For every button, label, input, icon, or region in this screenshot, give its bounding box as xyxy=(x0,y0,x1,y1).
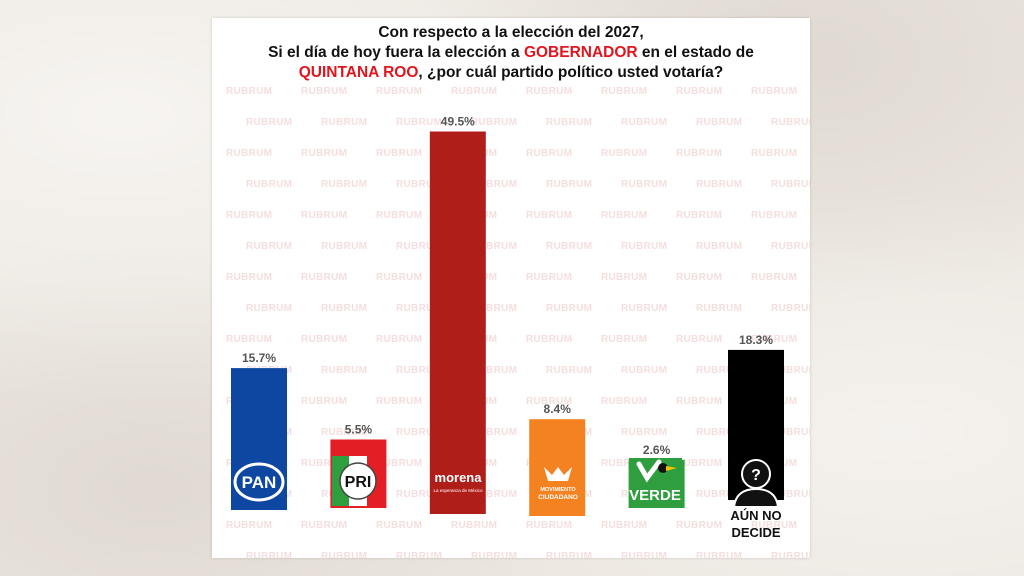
morena-tagline: La esperanza de México xyxy=(433,488,483,493)
eagle-icon xyxy=(544,467,572,481)
question-mark-icon: ? xyxy=(751,467,761,484)
value-label-verde: 2.6% xyxy=(643,443,671,457)
bar-chart: 15.7% 5.5% 49.5% 8.4% 2.6% 18.3% PAN PRI more… xyxy=(231,115,784,540)
value-label-pan: 15.7% xyxy=(242,351,276,365)
morena-logo: morena La esperanza de México xyxy=(433,470,483,493)
mc-logo-line-1: MOVIMIENTO xyxy=(540,487,576,493)
movimiento-ciudadano-logo: MOVIMIENTO CIUDADANO xyxy=(538,467,578,501)
bars-group xyxy=(231,131,784,516)
checkmark-icon xyxy=(636,459,662,483)
value-label-aun-no-decide: 18.3% xyxy=(739,333,773,347)
title-highlight-state: QUINTANA ROO xyxy=(298,64,419,81)
title-highlight-gobernador: GOBERNADOR xyxy=(523,44,638,61)
pan-logo-text: PAN xyxy=(242,473,277,492)
mc-logo-line-2: CIUDADANO xyxy=(538,494,578,501)
bar-morena xyxy=(429,131,486,514)
title-line-1: Con respecto a la elección del 2027, xyxy=(378,24,644,41)
title-line-2-pre: Si el día de hoy fuera la elección a xyxy=(268,44,524,61)
value-label-pri: 5.5% xyxy=(345,423,373,437)
value-label-movimiento-ciudadano: 8.4% xyxy=(544,402,572,416)
value-label-morena: 49.5% xyxy=(441,115,475,129)
pri-logo: PRI xyxy=(332,456,384,506)
bar-movimiento-ciudadano xyxy=(529,419,586,516)
undecided-label-line-2: DECIDE xyxy=(731,525,780,540)
poll-card: RUBRUM RUBRUM RUBRUM RUBRUM RUBRUM RUBRUM RUBR… xyxy=(212,18,810,558)
pri-logo-text: PRI xyxy=(345,474,372,491)
title-line-3-post: , ¿por cuál partido político usted votar… xyxy=(418,64,724,81)
value-labels-group: 15.7% 5.5% 49.5% 8.4% 2.6% 18.3% xyxy=(242,115,773,457)
undecided-person-icon: ? xyxy=(732,459,780,508)
undecided-label-line-1: AÚN NO xyxy=(730,508,781,523)
verde-logo: VERDE xyxy=(629,458,682,508)
title-line-2: Si el día de hoy fuera la elección a GOB… xyxy=(212,43,810,63)
verde-logo-text: VERDE xyxy=(629,487,681,504)
pan-logo: PAN xyxy=(231,455,287,508)
title-line-2-post: en el estado de xyxy=(637,44,754,61)
title-line-3: QUINTANA ROO, ¿por cuál partido político… xyxy=(212,63,810,83)
toucan-icon xyxy=(658,463,668,473)
morena-logo-text: morena xyxy=(435,470,483,485)
chart-title: Con respecto a la elección del 2027, Si … xyxy=(212,23,810,83)
